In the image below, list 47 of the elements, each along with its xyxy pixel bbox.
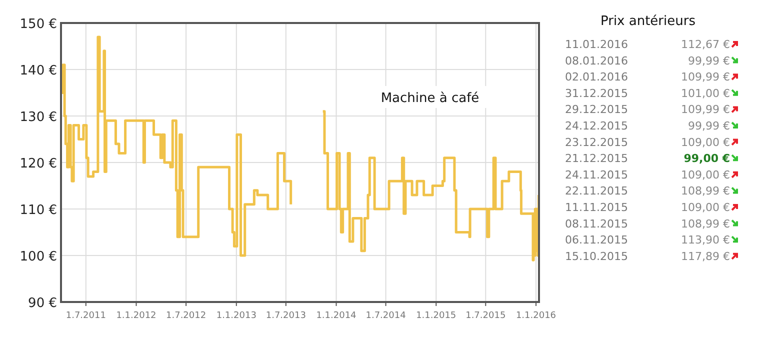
- x-tick-label: 1.1.2012: [116, 311, 156, 321]
- category-label: 31.12.2015: [565, 86, 628, 100]
- x-tick-label: 1.7.2013: [266, 311, 306, 321]
- category-label: 24.12.2015: [565, 120, 628, 132]
- data-label: 117,89 €: [681, 250, 730, 263]
- data-label: 109,00 €: [681, 201, 730, 214]
- y-tick-label: 120 €: [20, 156, 57, 172]
- data-label: 108,99 €: [681, 217, 730, 230]
- category-label: 11.11.2015: [565, 201, 628, 214]
- data-label: 99,99 €: [688, 120, 730, 132]
- data-label: 99,99 €: [688, 54, 730, 68]
- category-label: 15.10.2015: [565, 250, 628, 263]
- x-tick-label: 1.7.2011: [66, 311, 106, 321]
- category-label: 24.11.2015: [565, 168, 628, 182]
- category-label: 08.01.2016: [565, 54, 628, 68]
- y-tick-label: 110 €: [20, 203, 57, 218]
- category-label: 21.12.2015: [565, 152, 628, 166]
- x-tick-label: 1.1.2015: [416, 311, 456, 321]
- category-label: 23.12.2015: [565, 136, 628, 149]
- x-tick-label: 1.1.2013: [216, 311, 256, 321]
- category-label: 11.01.2016: [565, 38, 628, 51]
- y-tick-label: 150 €: [20, 17, 57, 32]
- data-label: 108,99 €: [681, 184, 730, 198]
- category-label: 22.11.2015: [565, 184, 628, 198]
- data-label: 101,00 €: [681, 86, 730, 100]
- y-tick-label: 130 €: [20, 110, 57, 125]
- y-tick-label: 90 €: [28, 296, 57, 311]
- data-label: 113,90 €: [681, 234, 730, 247]
- data-label: 109,00 €: [681, 168, 730, 182]
- data-label: 99,00 €: [684, 152, 730, 166]
- annotation: Machine à café: [380, 91, 480, 106]
- y-tick-label: 140 €: [20, 64, 57, 78]
- text: Prix antérieurs: [600, 14, 696, 29]
- data-label: 109,99 €: [681, 103, 730, 116]
- category-label: 29.12.2015: [565, 103, 628, 116]
- data-label: 109,99 €: [681, 70, 730, 84]
- x-tick-label: 1.7.2015: [466, 311, 506, 321]
- x-tick-label: 1.7.2012: [166, 311, 206, 321]
- x-tick-label: 1.7.2014: [366, 311, 406, 321]
- x-tick-label: 1.1.2016: [516, 311, 556, 321]
- data-label: 109,00 €: [681, 136, 730, 149]
- x-tick-label: 1.1.2014: [316, 311, 357, 321]
- data-label: 112,67 €: [681, 38, 730, 51]
- category-label: 08.11.2015: [565, 217, 628, 230]
- category-label: 02.01.2016: [565, 70, 628, 84]
- category-label: 06.11.2015: [565, 234, 628, 247]
- y-tick-label: 100 €: [20, 250, 57, 264]
